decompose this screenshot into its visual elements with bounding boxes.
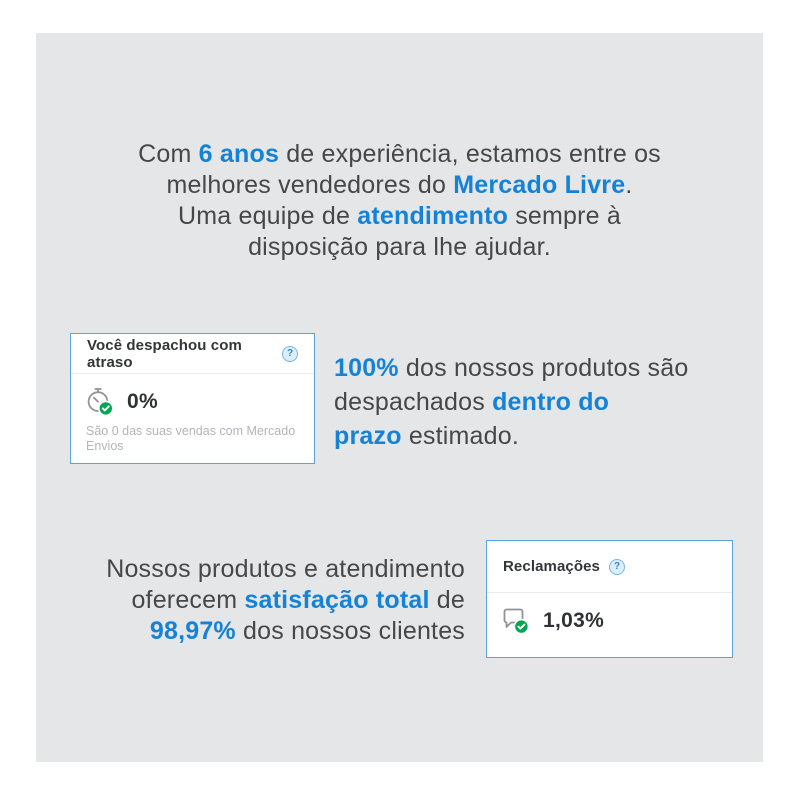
highlight-100pct: 100% — [334, 354, 399, 382]
intro-line: Com 6 anos de experiência, estamos entre… — [36, 139, 763, 170]
intro-line: disposição para lhe ajudar. — [36, 232, 763, 263]
text-segment: de experiência, estamos entre os — [279, 140, 661, 168]
satisfaction-line: oferecem satisfação total de — [106, 585, 465, 616]
complaints-metric-value: 1,03% — [543, 609, 605, 632]
shipping-line: despachados dentro do — [334, 385, 688, 419]
text-segment: Com — [138, 140, 199, 168]
highlight-atendimento: atendimento — [357, 202, 509, 230]
shipping-line: 100% dos nossos produtos são — [334, 351, 688, 385]
text-segment: oferecem — [131, 586, 245, 614]
text-segment: despachados — [334, 388, 493, 416]
shipping-card-body: 0% — [71, 374, 314, 417]
help-icon[interactable]: ? — [609, 558, 625, 575]
intro-line: melhores vendedores do Mercado Livre. — [36, 170, 763, 201]
text-segment: Uma equipe de — [177, 202, 358, 230]
intro-paragraph: Com 6 anos de experiência, estamos entre… — [36, 139, 763, 263]
highlight-mercado-livre: Mercado Livre — [453, 171, 626, 199]
text-segment: disposição para lhe ajudar. — [248, 233, 551, 261]
complaints-card-title: Reclamações — [503, 558, 600, 575]
speech-bubble-icon — [503, 608, 530, 635]
text-segment: melhores vendedores do — [166, 171, 454, 199]
text-segment: sempre à — [508, 202, 622, 230]
help-icon[interactable]: ? — [282, 345, 298, 362]
text-segment: dos nossos clientes — [235, 617, 465, 645]
text-segment: Nossos produtos e atendimento — [106, 555, 465, 583]
shipping-statement: 100% dos nossos produtos são despachados… — [334, 351, 688, 453]
shipping-line: prazo estimado. — [334, 419, 688, 453]
text-segment: . — [625, 171, 633, 199]
gray-panel: Com 6 anos de experiência, estamos entre… — [36, 33, 763, 762]
complaints-card: Reclamações ? 1,03% — [486, 540, 733, 658]
shipping-delay-card: Você despachou com atraso ? 0% São 0 das… — [70, 333, 315, 464]
highlight-satisfacao-total: satisfação total — [244, 586, 430, 614]
text-segment: de — [429, 586, 465, 614]
shipping-card-header: Você despachou com atraso ? — [71, 334, 314, 374]
highlight-prazo: prazo — [334, 422, 402, 450]
text-segment: dos nossos produtos são — [398, 354, 689, 382]
shipping-metric-value: 0% — [127, 390, 158, 413]
highlight-dentro-do: dentro do — [492, 388, 610, 416]
highlight-9897pct: 98,97% — [149, 617, 236, 645]
satisfaction-statement: Nossos produtos e atendimento oferecem s… — [106, 554, 465, 647]
intro-line: Uma equipe de atendimento sempre à — [36, 201, 763, 232]
stopwatch-icon — [87, 388, 114, 417]
satisfaction-line: Nossos produtos e atendimento — [106, 554, 465, 585]
complaints-card-body: 1,03% — [487, 593, 732, 636]
satisfaction-line: 98,97% dos nossos clientes — [106, 616, 465, 647]
complaints-card-header: Reclamações ? — [487, 541, 732, 593]
shipping-card-note: São 0 das suas vendas com Mercado Envios — [86, 424, 296, 453]
shipping-card-title: Você despachou com atraso — [87, 336, 242, 371]
text-segment: estimado. — [401, 422, 520, 450]
highlight-years: 6 anos — [198, 140, 280, 168]
